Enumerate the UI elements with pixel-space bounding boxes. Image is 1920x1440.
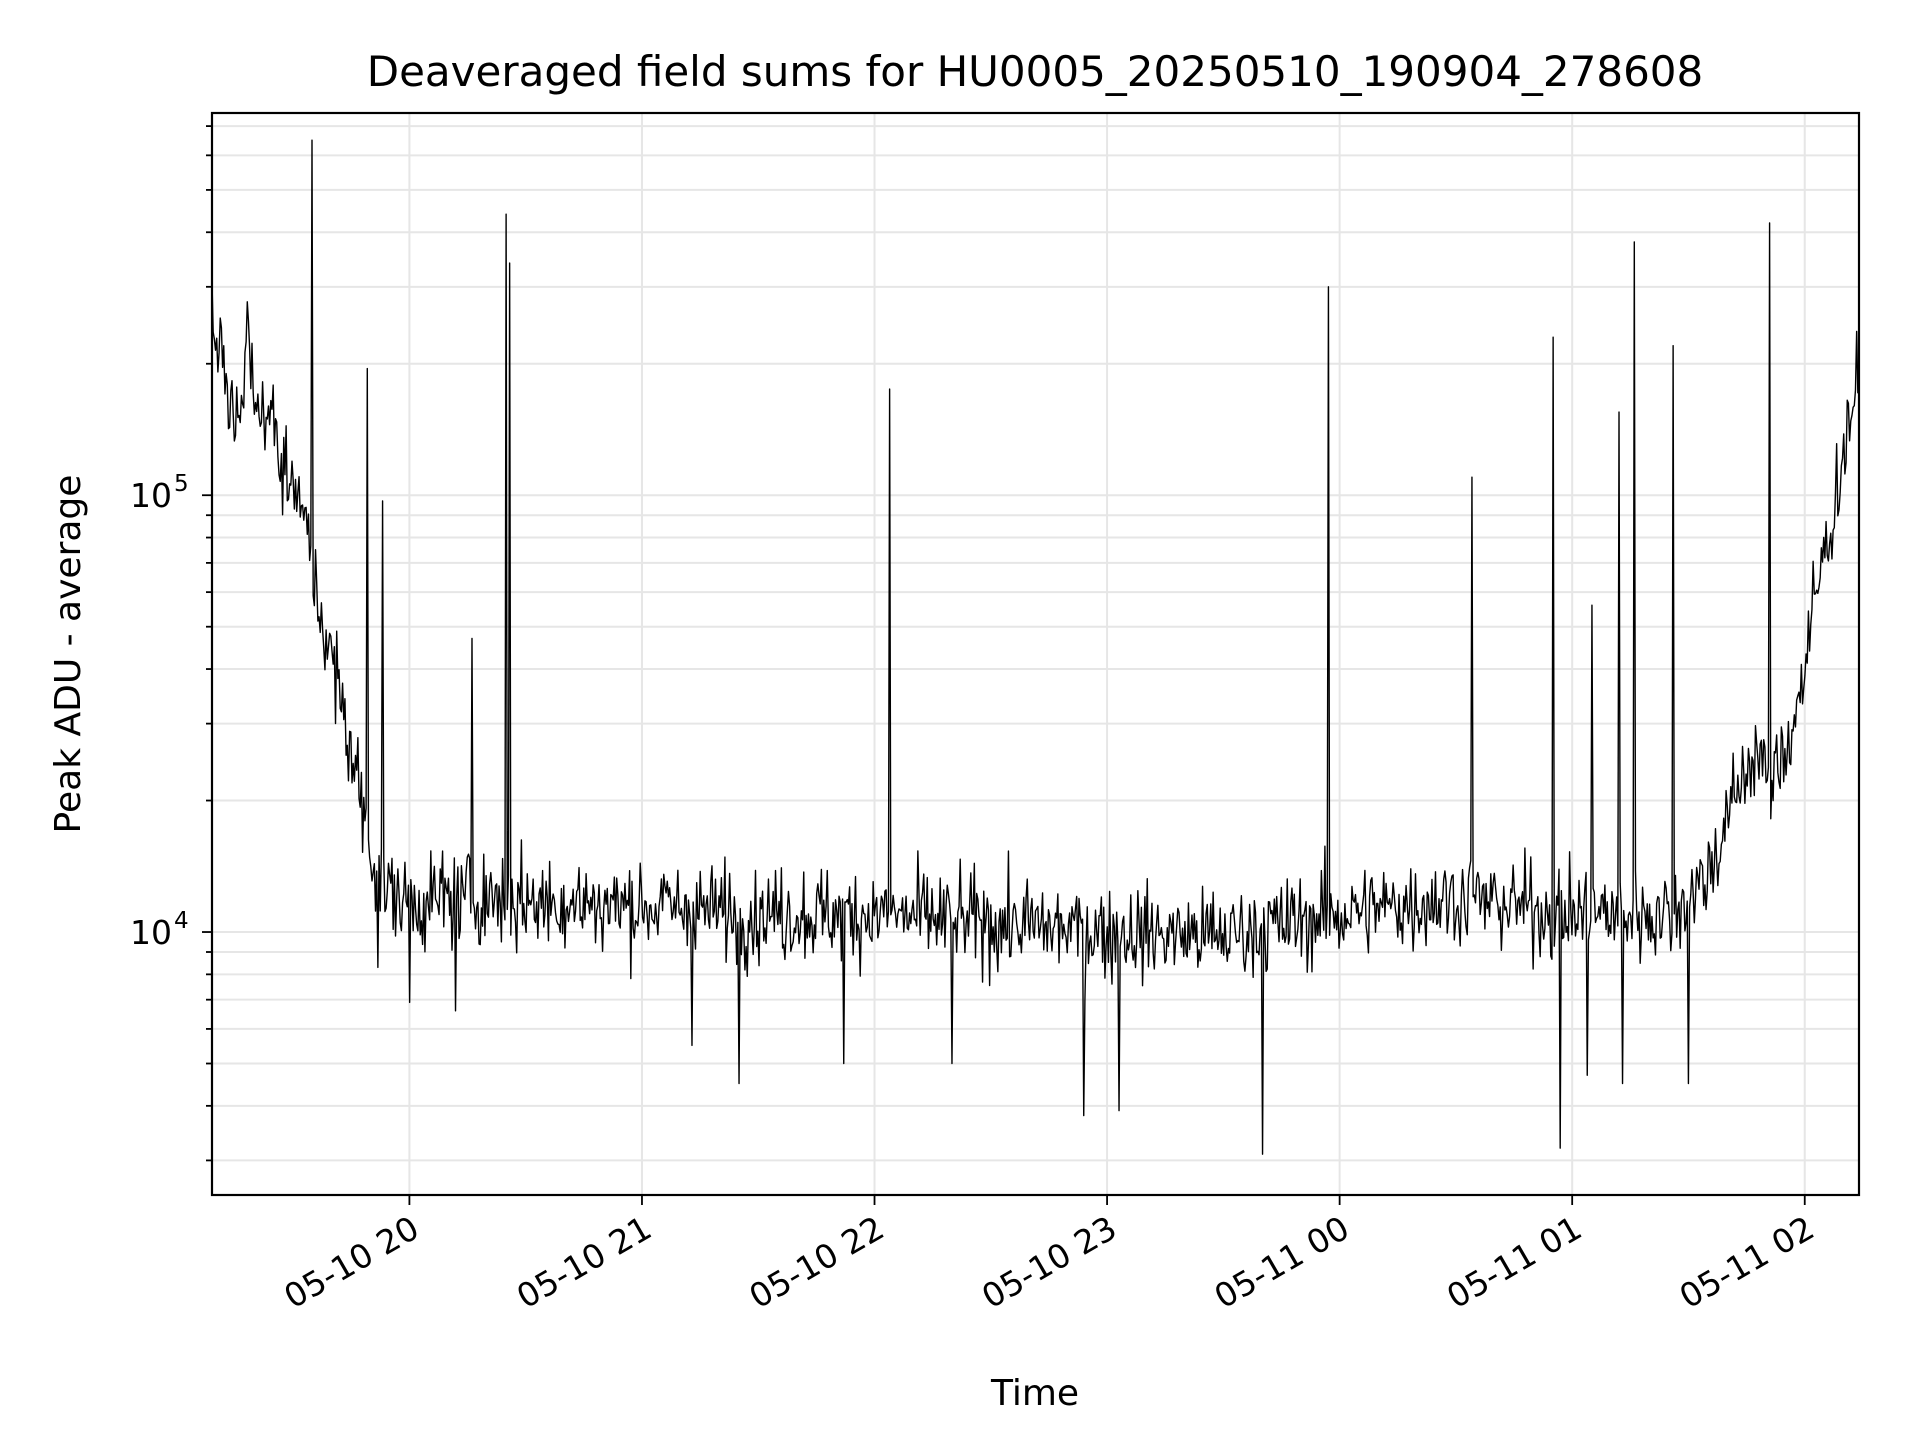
y-tick-label: 10 4 bbox=[130, 908, 189, 952]
y-tick-base: 10 bbox=[130, 476, 172, 515]
grid bbox=[212, 113, 1859, 1195]
series-line bbox=[211, 139, 1860, 1155]
y-tick-label: 10 5 bbox=[130, 471, 189, 515]
chart-title: Deaveraged field sums for HU0005_2025051… bbox=[367, 47, 1704, 96]
y-tick-exponent: 4 bbox=[174, 908, 189, 934]
x-axis-label: Time bbox=[990, 1373, 1079, 1414]
y-axis-label: Peak ADU - average bbox=[48, 475, 89, 834]
y-tick-base: 10 bbox=[130, 913, 172, 952]
plot-frame bbox=[210, 111, 1861, 1197]
y-tick-exponent: 5 bbox=[174, 471, 189, 497]
series bbox=[211, 139, 1860, 1155]
